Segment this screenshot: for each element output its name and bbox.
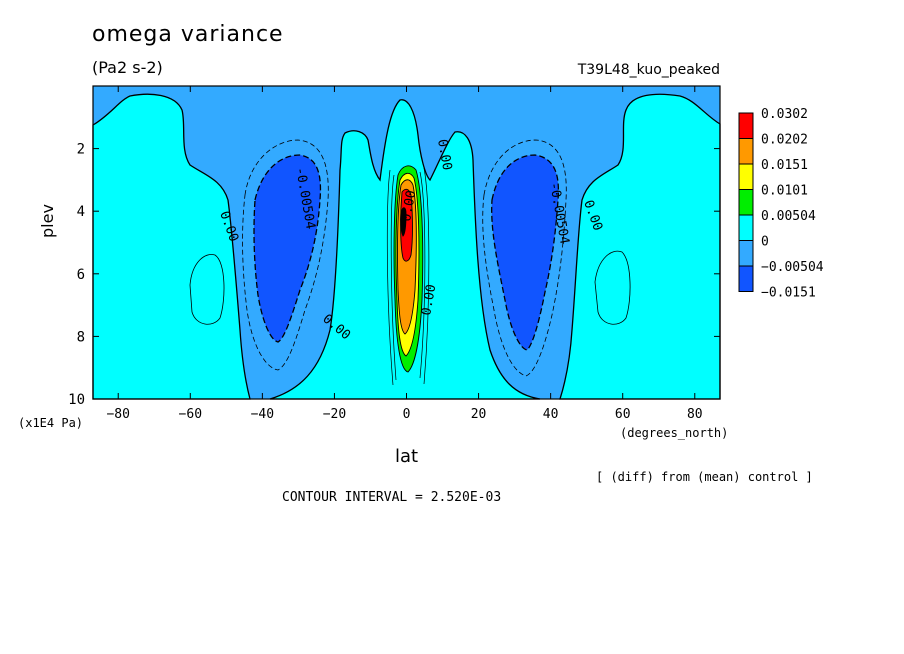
outer-dashed-contours (242, 139, 567, 377)
x-axis-label: lat (395, 446, 419, 467)
x-tick-label: −60 (179, 407, 202, 422)
colorbar-label: 0.0101 (761, 184, 808, 199)
plume-red (400, 188, 413, 262)
colorbar-label: −0.0151 (761, 286, 816, 301)
colorbar-label: 0.0151 (761, 158, 808, 173)
colorbar-label: 0.0302 (761, 107, 808, 122)
y-axis-ticks: 2 4 6 8 10 (68, 142, 720, 408)
chart-units: (Pa2 s-2) (92, 58, 163, 77)
small-contour-right (594, 250, 631, 325)
x-tick-label: −20 (323, 407, 346, 422)
x-tick-label: 60 (615, 407, 631, 422)
blue-region-right (491, 154, 560, 351)
x-axis-ticks: −80 −60 −40 −20 0 20 40 60 80 (106, 86, 703, 422)
colorbar-swatch (738, 112, 754, 139)
equatorial-plume (393, 165, 424, 373)
colorbar-swatch (738, 189, 754, 216)
y-tick-label: 10 (68, 392, 85, 408)
colorbar-swatch (738, 163, 754, 190)
run-label: T39L48_kuo_peaked (577, 62, 720, 78)
colorbar-swatch (738, 214, 754, 241)
colorbar-swatch (738, 265, 754, 292)
y-axis-unit: (x1E4 Pa) (18, 416, 84, 430)
cyan-region-right (559, 93, 721, 400)
x-tick-label: 0 (403, 407, 411, 422)
x-tick-label: 20 (471, 407, 487, 422)
chart-title: omega variance (92, 22, 284, 47)
plume-max (400, 207, 407, 237)
diff-note: [ (diff) from (mean) control ] (596, 470, 813, 484)
contour-label: 0.00 (419, 283, 439, 316)
blue-regions (253, 154, 560, 351)
colorbar-label: 0 (761, 235, 769, 250)
colorbar-label: 0.00504 (761, 209, 816, 224)
blue-region-left (253, 154, 322, 343)
colorbar: 0.0302 0.0202 0.0151 0.0101 0.00504 0 −0.00504… (738, 107, 824, 301)
colorbar-swatch (738, 240, 754, 267)
colorbar-label: 0.0202 (761, 133, 808, 148)
colorbar-label: −0.00504 (761, 260, 824, 275)
plume-contour-lines (386, 167, 430, 386)
outer-contour-right (482, 139, 567, 377)
contour-label: 0.00 (434, 138, 454, 171)
small-contour-left (189, 254, 225, 325)
outer-contour-left (242, 139, 329, 371)
cyan-region-left (92, 93, 251, 400)
x-axis-unit: (degrees_north) (620, 426, 729, 440)
y-tick-label: 2 (77, 142, 85, 158)
small-contours (189, 250, 631, 325)
x-tick-label: 80 (687, 407, 703, 422)
x-tick-label: −80 (106, 407, 129, 422)
x-tick-label: 40 (543, 407, 559, 422)
colorbar-swatch (738, 138, 754, 165)
y-tick-label: 8 (77, 329, 85, 345)
contour-interval: CONTOUR INTERVAL = 2.520E-03 (282, 490, 502, 505)
contour-label: 0.00 (399, 189, 419, 222)
y-tick-label: 6 (77, 267, 85, 283)
y-tick-label: 4 (77, 204, 85, 220)
x-tick-label: −40 (251, 407, 274, 422)
